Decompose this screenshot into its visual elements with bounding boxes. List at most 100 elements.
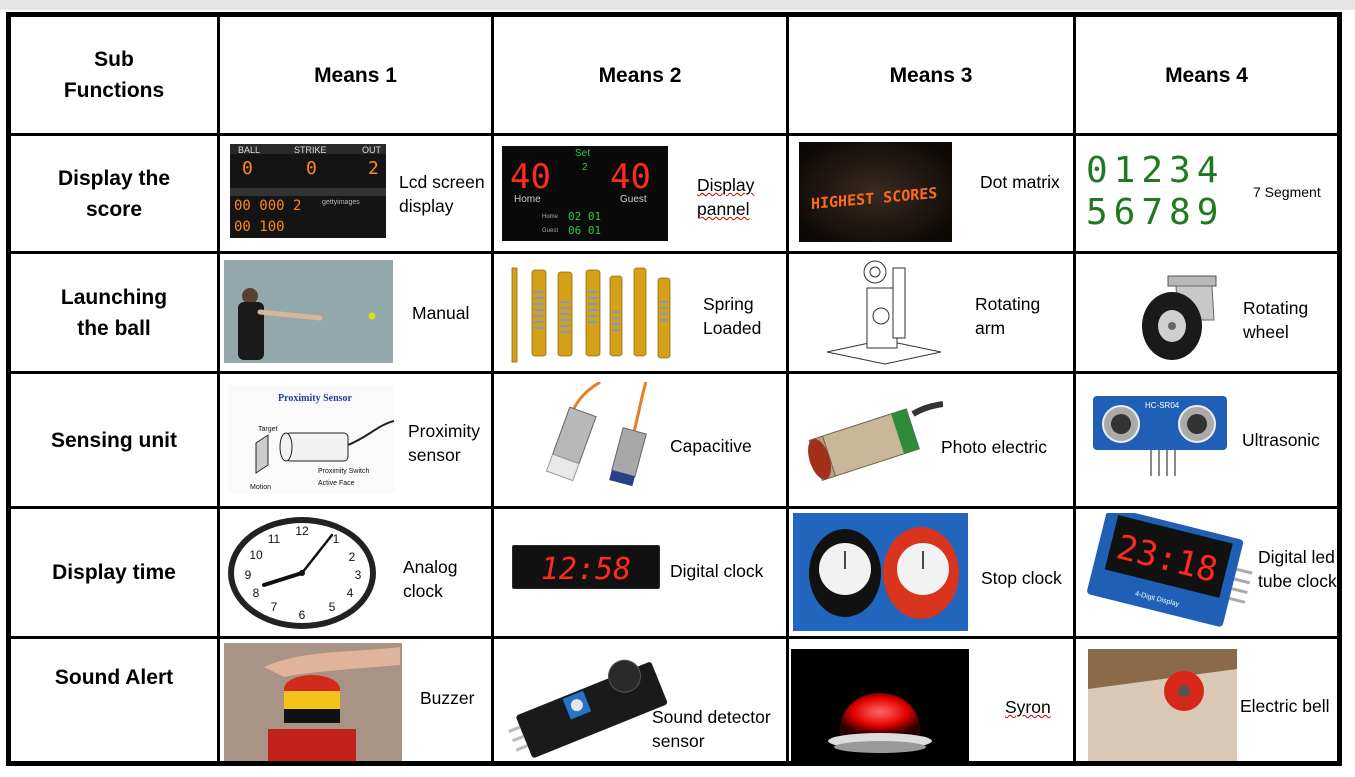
svg-text:7: 7 (271, 600, 278, 614)
svg-text:3: 3 (355, 568, 362, 582)
cell-rotating-wheel: Rotating wheel (1073, 251, 1341, 375)
header-means-3: Means 3 (786, 12, 1076, 137)
cell-lcd-screen: BALL STRIKE OUT 0 0 2 00 000 2 00 100 ge… (217, 133, 494, 255)
capacitive-sensor-image (542, 382, 652, 492)
svg-text:0: 0 (242, 158, 253, 179)
header-means-1: Means 1 (217, 12, 494, 137)
label-spring-loaded: Spring Loaded (703, 294, 762, 339)
cell-photo-electric: Photo electric (786, 371, 1076, 509)
header-sub-functions: Sub Functions (7, 12, 220, 137)
caster-wheel-image (1134, 274, 1226, 362)
electric-bell-image (1088, 648, 1237, 761)
cell-display-pannel: Set 2 40 40 Home Guest Home Guest 02 01 … (491, 133, 789, 255)
label-ultrasonic: Ultrasonic (1242, 430, 1320, 451)
cell-7-segment: 01234 56789 7 Segment (1073, 133, 1341, 255)
svg-text:Set: Set (575, 148, 590, 159)
row-label-display-score: Display the score (7, 133, 220, 255)
label-electric-bell: Electric bell (1240, 695, 1330, 716)
cell-led-tube-clock: 23:18 4-Digit Display Digital led tube c… (1073, 505, 1341, 639)
svg-text:STRIKE: STRIKE (294, 145, 327, 155)
svg-text:gettyimages: gettyimages (322, 199, 360, 206)
svg-text:Target: Target (258, 426, 278, 433)
svg-text:2: 2 (349, 550, 356, 564)
proximity-sensor-image: Proximity Sensor Target Proximity Switch… (228, 385, 395, 494)
cell-proximity-sensor: Proximity Sensor Target Proximity Switch… (217, 371, 494, 509)
scoreboard-image: BALL STRIKE OUT 0 0 2 00 000 2 00 100 ge… (230, 144, 386, 239)
label-rotating-arm: Rotating arm (975, 294, 1041, 339)
svg-text:8: 8 (253, 586, 260, 600)
svg-text:01234: 01234 (1086, 150, 1224, 191)
row-label-sensing-unit: Sensing unit (7, 371, 220, 509)
svg-text:Guest: Guest (620, 194, 647, 205)
svg-text:02 01: 02 01 (568, 210, 601, 223)
svg-text:Proximity Switch: Proximity Switch (318, 468, 369, 475)
header-means-4: Means 4 (1073, 12, 1341, 137)
label-led-tube-clock: Digital led tube clock (1258, 546, 1337, 591)
header-row: Sub Functions Means 1 Means 2 Means 3 Me… (7, 12, 1341, 137)
svg-text:Motion: Motion (250, 484, 271, 491)
svg-text:00 000 2: 00 000 2 (234, 198, 301, 214)
label-syron: Syron (1005, 696, 1051, 717)
svg-text:56789: 56789 (1086, 192, 1224, 228)
svg-text:5: 5 (329, 600, 336, 614)
rotating-arm-image (823, 258, 943, 368)
svg-text:11: 11 (268, 532, 281, 546)
label-buzzer: Buzzer (420, 687, 475, 708)
cell-ultrasonic: HC-SR04 Ultrasonic (1073, 371, 1341, 509)
label-proximity-sensor: Proximity sensor (408, 421, 480, 466)
label-7-segment: 7 Segment (1253, 184, 1321, 201)
row-launching-ball: Launching the ball Manual (7, 251, 1341, 375)
label-lcd-screen-display: Lcd screen display (399, 172, 485, 217)
sound-detector-image (506, 649, 668, 761)
label-sound-detector-sensor: Sound detector sensor (652, 706, 771, 751)
svg-text:Guest: Guest (542, 228, 558, 234)
svg-text:40: 40 (610, 157, 651, 197)
svg-text:12:58: 12:58 (541, 552, 631, 587)
window-top-bar (0, 0, 1355, 10)
svg-text:Proximity Sensor: Proximity Sensor (278, 393, 353, 404)
led-tube-clock-image: 23:18 4-Digit Display (1084, 512, 1254, 631)
label-stop-clock: Stop clock (981, 567, 1062, 588)
svg-text:2: 2 (582, 162, 588, 173)
label-photo-electric: Photo electric (941, 437, 1048, 458)
seven-segment-image: 01234 56789 (1086, 148, 1236, 228)
row-sensing-unit: Sensing unit Proximity Sensor Target Pro… (7, 371, 1341, 509)
dot-matrix-image: HIGHEST SCORES (799, 142, 952, 243)
cell-buzzer: Buzzer (217, 635, 494, 766)
svg-text:BALL: BALL (238, 145, 260, 155)
manual-throw-image (224, 260, 393, 364)
cell-electric-bell: Electric bell (1073, 635, 1341, 766)
stop-clock-image (793, 512, 968, 631)
cell-dot-matrix: HIGHEST SCORES Dot matrix (786, 133, 1076, 255)
row-label-display-time: Display time (7, 505, 220, 639)
svg-text:Home: Home (542, 214, 559, 220)
label-rotating-wheel: Rotating wheel (1243, 298, 1309, 343)
svg-text:OUT: OUT (362, 145, 382, 155)
morphological-chart-table: Sub Functions Means 1 Means 2 Means 3 Me… (6, 12, 1342, 766)
svg-text:0: 0 (306, 158, 317, 179)
label-dot-matrix: Dot matrix (980, 172, 1060, 193)
svg-text:1: 1 (333, 532, 340, 546)
cell-rotating-arm: Rotating arm (786, 251, 1076, 375)
cell-spring-loaded: Spring Loaded (491, 251, 789, 375)
header-means-2: Means 2 (491, 12, 789, 137)
svg-text:6: 6 (299, 608, 306, 622)
label-capacitive: Capacitive (670, 436, 752, 457)
label-manual: Manual (412, 303, 470, 324)
row-display-score: Display the score BALL STRIKE OUT 0 0 2 … (7, 133, 1341, 255)
label-analog-clock: Analog clock (403, 556, 458, 601)
svg-text:Home: Home (514, 194, 541, 205)
svg-text:40: 40 (510, 157, 551, 197)
display-panel-image: Set 2 40 40 Home Guest Home Guest 02 01 … (502, 146, 668, 242)
svg-text:12: 12 (295, 524, 309, 538)
svg-text:9: 9 (245, 568, 252, 582)
cell-digital-clock: 12:58 Digital clock (491, 505, 789, 639)
label-display-pannel: Display pannel (697, 175, 755, 220)
ultrasonic-sensor-image: HC-SR04 (1089, 390, 1229, 480)
row-label-sound-alert: Sound Alert (7, 635, 220, 766)
svg-text:HC-SR04: HC-SR04 (1145, 401, 1180, 410)
siren-image (791, 648, 969, 761)
